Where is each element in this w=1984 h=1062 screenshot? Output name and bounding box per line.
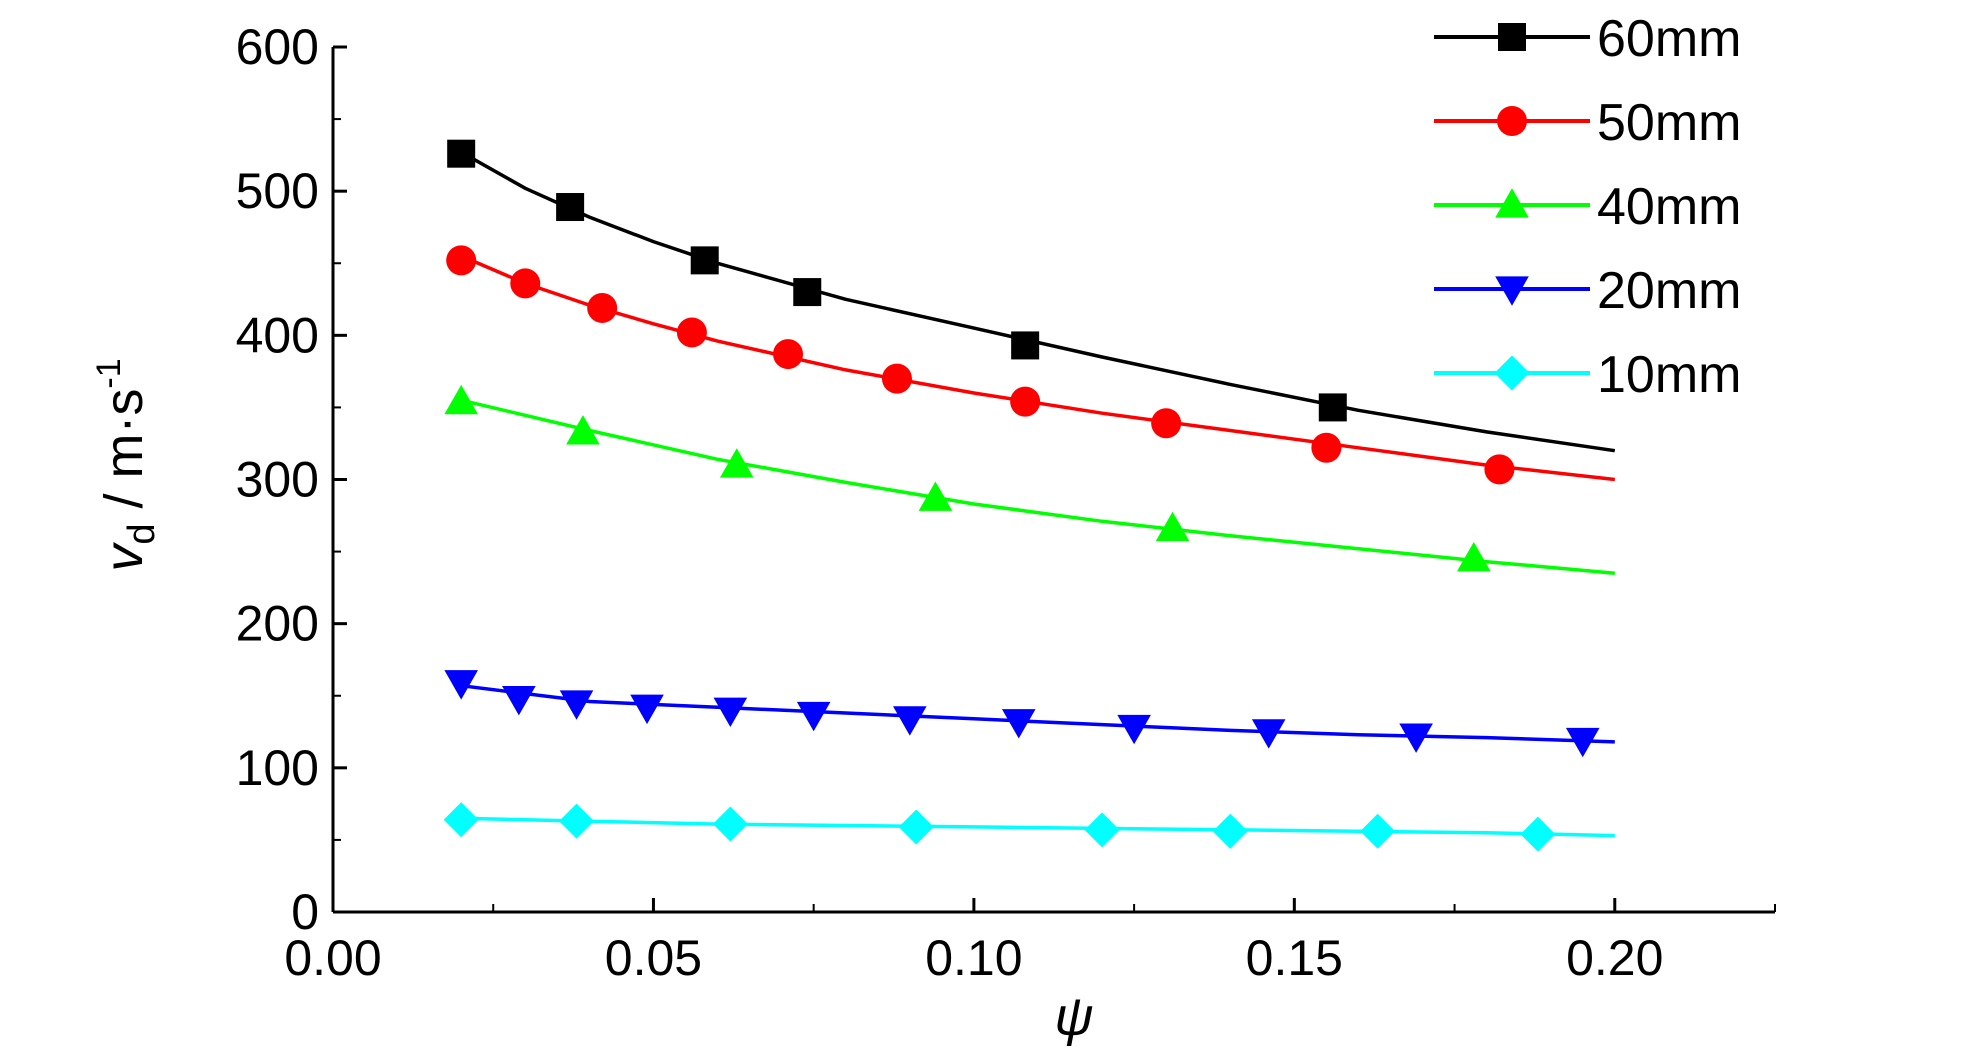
data-point-50mm: [1311, 432, 1342, 463]
data-point-60mm: [447, 139, 476, 168]
data-point-10mm: [1084, 812, 1120, 848]
data-point-10mm: [443, 802, 479, 838]
legend-label: 10mm: [1597, 346, 1741, 404]
legend-item-60mm: 60mm: [1434, 10, 1741, 68]
data-point-20mm: [559, 690, 594, 720]
data-point-40mm: [444, 384, 478, 415]
y-tick-label: 500: [236, 163, 319, 219]
data-point-50mm: [446, 245, 477, 276]
x-tick-label: 0.20: [1566, 930, 1663, 986]
data-point-10mm: [1212, 813, 1248, 849]
data-point-50mm: [510, 268, 541, 299]
data-point-50mm: [587, 292, 618, 323]
legend-marker: [1494, 355, 1530, 391]
data-point-40mm: [566, 415, 600, 445]
data-point-20mm: [796, 701, 831, 732]
data-point-50mm: [881, 363, 912, 394]
data-point-40mm: [918, 481, 953, 511]
legend-item-20mm: 20mm: [1434, 262, 1741, 320]
data-point-60mm: [1318, 393, 1347, 422]
data-point-40mm: [1456, 541, 1491, 572]
data-point-60mm: [556, 193, 585, 222]
y-tick-label: 300: [236, 452, 319, 508]
data-point-20mm: [1001, 709, 1036, 739]
data-point-20mm: [630, 694, 664, 725]
data-point-60mm: [690, 246, 719, 275]
x-tick-label: 0.00: [284, 930, 381, 986]
data-point-50mm: [1151, 408, 1182, 439]
x-axis-title: ψ: [1054, 987, 1093, 1047]
y-tick-label: 400: [236, 307, 319, 363]
legend-label: 40mm: [1597, 178, 1741, 236]
y-axis-subscript: d: [121, 524, 163, 545]
series-line-20mm: [460, 683, 1615, 744]
plot-lines: [460, 150, 1616, 838]
legend-item-40mm: 40mm: [1434, 178, 1741, 236]
data-point-20mm: [444, 670, 478, 700]
data-point-50mm: [676, 317, 707, 348]
y-axis-title: vd / m·s-1: [90, 358, 163, 571]
y-axis-symbol: v: [94, 542, 154, 572]
y-axis-unit-exponent: -1: [90, 358, 128, 388]
legend-label: 60mm: [1597, 10, 1741, 68]
data-point-20mm: [1251, 719, 1286, 749]
data-point-60mm: [1011, 331, 1040, 360]
legend-marker: [1495, 188, 1529, 218]
data-point-20mm: [713, 697, 748, 727]
x-tick-label: 0.10: [925, 930, 1022, 986]
data-point-10mm: [1360, 813, 1396, 849]
legend-item-10mm: 10mm: [1434, 346, 1741, 404]
legend-label: 50mm: [1597, 94, 1741, 152]
series-line-10mm: [461, 816, 1615, 838]
y-tick-label: 600: [236, 19, 319, 75]
legend-marker: [1498, 23, 1526, 51]
data-point-20mm: [1565, 727, 1600, 758]
data-point-40mm: [719, 448, 754, 478]
x-tick-label: 0.05: [605, 930, 702, 986]
series-line-40mm: [460, 398, 1615, 575]
legend-item-50mm: 50mm: [1434, 94, 1741, 152]
legend-marker: [1495, 276, 1529, 306]
data-point-60mm: [793, 278, 822, 307]
y-axis-unit: / m·s: [94, 389, 154, 524]
data-point-50mm: [1010, 386, 1041, 417]
y-tick-label: 100: [236, 740, 319, 796]
plot-markers: [443, 139, 1600, 852]
y-tick-label: 200: [236, 596, 319, 652]
data-point-20mm: [1117, 714, 1151, 745]
data-point-50mm: [773, 339, 804, 370]
data-point-40mm: [1155, 511, 1190, 542]
data-point-10mm: [898, 809, 934, 845]
legend-marker: [1497, 106, 1527, 136]
legend-label: 20mm: [1597, 262, 1741, 320]
data-point-10mm: [559, 803, 595, 839]
data-point-10mm: [712, 806, 748, 842]
y-tick-label: 0: [291, 884, 319, 940]
axes: 0.00 0.05 0.10 0.15 0.20 0 100 200 300 400 500 600: [236, 19, 1776, 986]
data-point-20mm: [502, 686, 536, 716]
data-point-50mm: [1484, 454, 1515, 485]
x-tick-label: 0.15: [1246, 930, 1343, 986]
data-point-20mm: [1399, 723, 1433, 753]
data-point-20mm: [893, 706, 927, 736]
data-point-10mm: [1520, 816, 1556, 852]
legend: 60mm 50mm 40mm 20mm 10mm: [1434, 10, 1741, 404]
